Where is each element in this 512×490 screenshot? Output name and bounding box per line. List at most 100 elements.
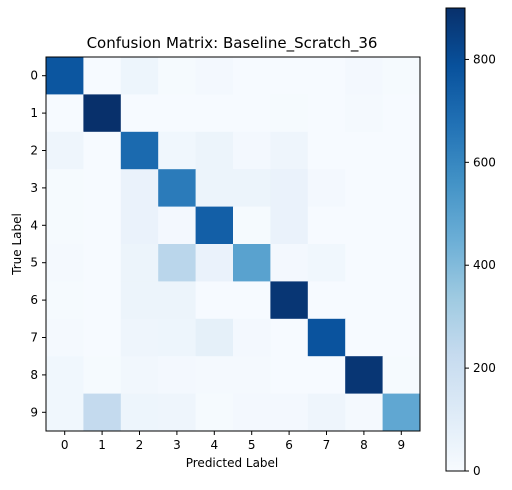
heatmap-cell (46, 319, 84, 357)
heatmap-cell (308, 394, 346, 432)
heatmap-cell (158, 207, 196, 245)
colorbar-tick-label: 0 (473, 464, 481, 478)
heatmap-cell (83, 94, 121, 132)
heatmap-cell (121, 132, 159, 170)
heatmap-cell (270, 57, 308, 95)
heatmap-cell (196, 57, 234, 95)
heatmap-cell (383, 169, 421, 207)
heatmap-cell (345, 281, 383, 319)
heatmap-cell (345, 319, 383, 357)
heatmap-cell (233, 207, 271, 245)
heatmap-cell (83, 207, 121, 245)
heatmap-cell (83, 319, 121, 357)
heatmap-cell (308, 132, 346, 170)
heatmap-cell (308, 319, 346, 357)
heatmap-cell (121, 319, 159, 357)
heatmap-cell (46, 94, 84, 132)
heatmap-cell (121, 169, 159, 207)
y-tick-label: 7 (30, 331, 38, 345)
heatmap-cell (196, 356, 234, 394)
heatmap-cell (383, 356, 421, 394)
heatmap-cell (83, 281, 121, 319)
heatmap-cell (270, 94, 308, 132)
heatmap-cell (158, 132, 196, 170)
heatmap-cell (83, 57, 121, 95)
heatmap-cell (345, 356, 383, 394)
heatmap-cell (345, 94, 383, 132)
x-tick-label: 2 (136, 438, 144, 452)
heatmap-cell (83, 394, 121, 432)
x-tick-label: 4 (210, 438, 218, 452)
y-axis-label: True Label (10, 213, 24, 276)
heatmap-cell (233, 319, 271, 357)
heatmap-cell (158, 94, 196, 132)
heatmap-cell (270, 169, 308, 207)
heatmap-cell (233, 57, 271, 95)
heatmap-cell (46, 207, 84, 245)
heatmap-cell (383, 281, 421, 319)
heatmap-cell (121, 244, 159, 282)
heatmap-cell (196, 94, 234, 132)
heatmap-cell (270, 207, 308, 245)
heatmap-cell (270, 394, 308, 432)
heatmap-cell (345, 169, 383, 207)
x-tick-label: 6 (285, 438, 293, 452)
heatmap-cell (233, 94, 271, 132)
heatmap-cell (233, 169, 271, 207)
colorbar-tick-label: 400 (473, 258, 496, 272)
y-tick-label: 3 (30, 181, 38, 195)
heatmap-cell (383, 57, 421, 95)
x-axis-ticks: 0 1 2 3 4 5 6 7 8 9 (61, 431, 405, 452)
heatmap-cell (270, 319, 308, 357)
heatmap-cell (345, 132, 383, 170)
heatmap-cell (270, 281, 308, 319)
heatmap-cell (121, 94, 159, 132)
heatmap-cell (121, 394, 159, 432)
colorbar (446, 8, 465, 471)
heatmap-cell (196, 394, 234, 432)
heatmap-cell (46, 356, 84, 394)
colorbar-ticks: 0 200 400 600 800 (465, 52, 496, 478)
y-tick-label: 9 (30, 405, 38, 419)
heatmap-cell (233, 281, 271, 319)
heatmap-cell (46, 169, 84, 207)
y-tick-label: 4 (30, 218, 38, 232)
heatmap-cell (383, 207, 421, 245)
heatmap-cell (308, 207, 346, 245)
heatmap-cell (121, 57, 159, 95)
y-tick-label: 8 (30, 368, 38, 382)
heatmap-cells (46, 57, 421, 432)
heatmap-cell (196, 319, 234, 357)
colorbar-tick-label: 200 (473, 361, 496, 375)
heatmap-cell (270, 356, 308, 394)
heatmap-cell (46, 57, 84, 95)
heatmap-cell (233, 244, 271, 282)
heatmap-cell (270, 244, 308, 282)
heatmap-cell (345, 207, 383, 245)
heatmap-cell (308, 57, 346, 95)
heatmap-cell (233, 356, 271, 394)
y-tick-label: 6 (30, 293, 38, 307)
heatmap-cell (46, 394, 84, 432)
heatmap-cell (121, 207, 159, 245)
heatmap-cell (383, 394, 421, 432)
heatmap-cell (196, 281, 234, 319)
x-tick-label: 9 (397, 438, 405, 452)
x-tick-label: 8 (360, 438, 368, 452)
x-tick-label: 0 (61, 438, 69, 452)
heatmap-cell (196, 207, 234, 245)
heatmap-cell (46, 244, 84, 282)
heatmap-cell (383, 132, 421, 170)
heatmap-cell (121, 281, 159, 319)
heatmap-cell (121, 356, 159, 394)
heatmap-cell (345, 394, 383, 432)
heatmap-cell (233, 132, 271, 170)
heatmap-cell (345, 244, 383, 282)
heatmap-cell (383, 244, 421, 282)
heatmap-cell (158, 244, 196, 282)
heatmap-cell (308, 169, 346, 207)
heatmap-cell (83, 244, 121, 282)
y-tick-label: 1 (30, 106, 38, 120)
colorbar-tick-label: 600 (473, 155, 496, 169)
